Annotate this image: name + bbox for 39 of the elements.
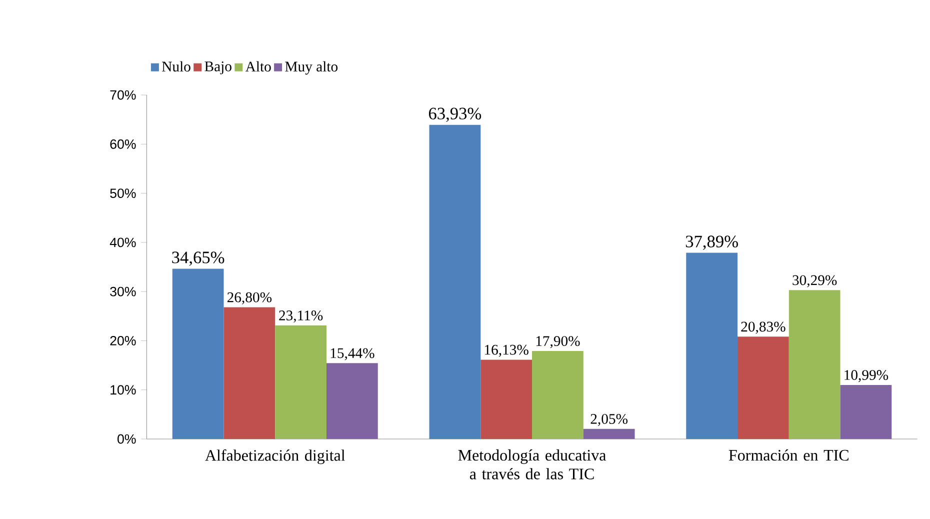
bar <box>275 325 326 439</box>
data-label: 17,90% <box>536 336 580 348</box>
data-label: 26,80% <box>227 292 272 304</box>
bar <box>788 290 840 439</box>
bar <box>532 351 584 439</box>
data-label: 10,99% <box>844 370 888 382</box>
legend-label: Nulo <box>162 61 190 72</box>
x-tick-label: Metodología educativa a través de las TIC <box>458 449 606 480</box>
y-tick-label: 20% <box>110 336 136 346</box>
data-label: 63,93% <box>428 108 482 122</box>
data-label: 37,89% <box>686 236 738 250</box>
bar <box>480 360 532 439</box>
data-label: 2,05% <box>590 414 628 426</box>
bar <box>686 252 738 439</box>
x-tick-label: Alfabetización digital <box>205 449 346 464</box>
x-tick-label: Formación en TIC <box>728 449 848 461</box>
y-tick-label: 10% <box>110 385 136 395</box>
data-label: 15,44% <box>330 348 374 360</box>
bar <box>583 428 635 439</box>
legend-label: Muy alto <box>285 61 338 75</box>
y-tick-label: 70% <box>110 90 136 100</box>
y-tick-label: 40% <box>110 238 136 248</box>
bar <box>326 363 378 439</box>
y-tick-label: 60% <box>110 139 136 149</box>
bar <box>224 307 276 439</box>
bar <box>840 384 892 439</box>
legend-label: Alto <box>245 61 271 72</box>
y-tick-label: 0% <box>118 434 136 444</box>
y-tick-label: 50% <box>110 188 136 198</box>
data-label: 16,13% <box>485 344 528 357</box>
bar <box>429 124 481 439</box>
data-label: 34,65% <box>172 252 224 266</box>
bar <box>172 268 224 439</box>
legend-label: Bajo <box>204 61 232 74</box>
data-label: 20,83% <box>741 322 786 334</box>
data-label: 23,11% <box>279 310 323 323</box>
bar <box>738 336 789 439</box>
y-tick-label: 30% <box>110 286 136 296</box>
data-label: 30,29% <box>792 275 837 288</box>
